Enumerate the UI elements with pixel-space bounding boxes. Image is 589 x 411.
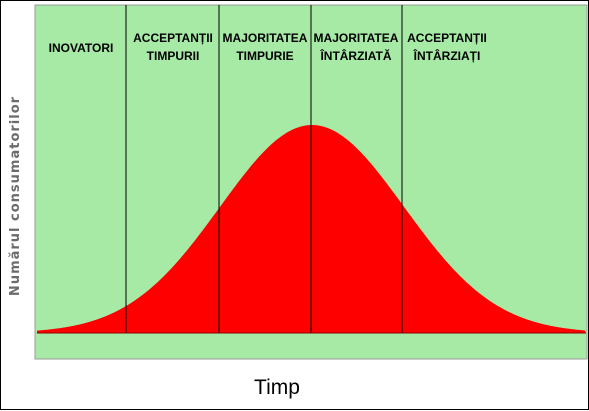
x-axis-label: Timp <box>254 376 300 399</box>
segment-label-late-majority-line2: ÎNTÂRZIATĂ <box>319 48 391 63</box>
segment-label-early-majority-line1: MAJORITATEA <box>223 31 308 45</box>
segment-label-early-majority-line2: TIMPURIE <box>236 49 293 63</box>
segment-label-innovators: INOVATORI <box>49 41 114 55</box>
segment-label-laggards-line1: ACCEPTANȚII <box>407 31 487 45</box>
segment-label-early-adopters-line2: TIMPURII <box>147 49 200 63</box>
segment-label-late-majority-line1: MAJORITATEA <box>314 31 399 45</box>
segment-label-laggards-line2: ÎNTÂRZIAȚI <box>413 48 481 63</box>
y-axis-label: Numărul consumatorilor <box>8 96 23 296</box>
segment-label-early-adopters-line1: ACCEPTANȚII <box>133 31 213 45</box>
